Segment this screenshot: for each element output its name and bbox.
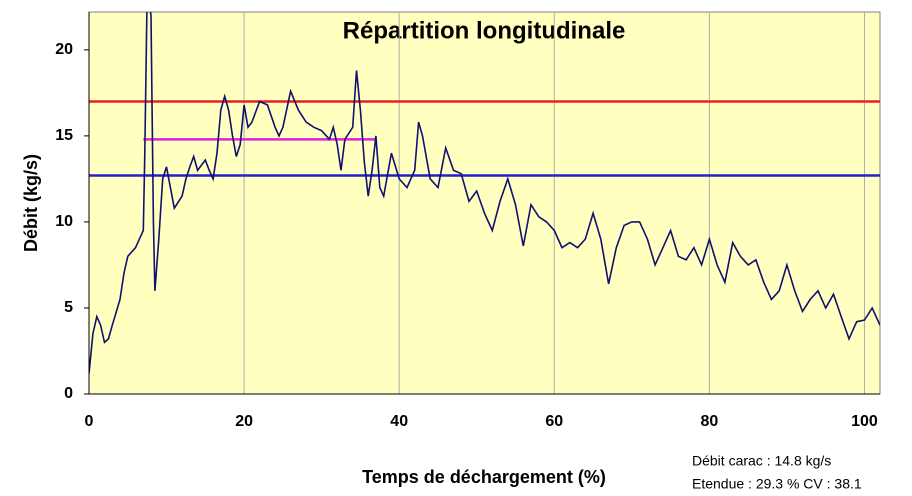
- plot-area: [88, 11, 881, 395]
- y-tick-label: 10: [55, 213, 73, 230]
- plot-content: [89, 12, 880, 374]
- annotation: Débit carac : 14.8 kg/s: [692, 453, 831, 469]
- x-axis-label: Temps de déchargement (%): [362, 467, 606, 487]
- y-tick-label: 5: [64, 299, 73, 316]
- x-tick-label: 100: [851, 413, 878, 430]
- x-tick-label: 80: [700, 413, 718, 430]
- chart-title: Répartition longitudinale: [343, 17, 626, 44]
- annotation: Etendue : 29.3 % CV : 38.1: [692, 476, 862, 492]
- y-axis-label: Débit (kg/s): [21, 154, 41, 252]
- data-line: [89, 12, 880, 374]
- y-tick-label: 15: [55, 127, 73, 144]
- y-tick-label: 20: [55, 41, 73, 58]
- x-tick-label: 60: [545, 413, 563, 430]
- x-tick-label: 20: [235, 413, 253, 430]
- x-tick-label: 0: [85, 413, 94, 430]
- x-tick-label: 40: [390, 413, 408, 430]
- y-tick-label: 0: [64, 385, 73, 402]
